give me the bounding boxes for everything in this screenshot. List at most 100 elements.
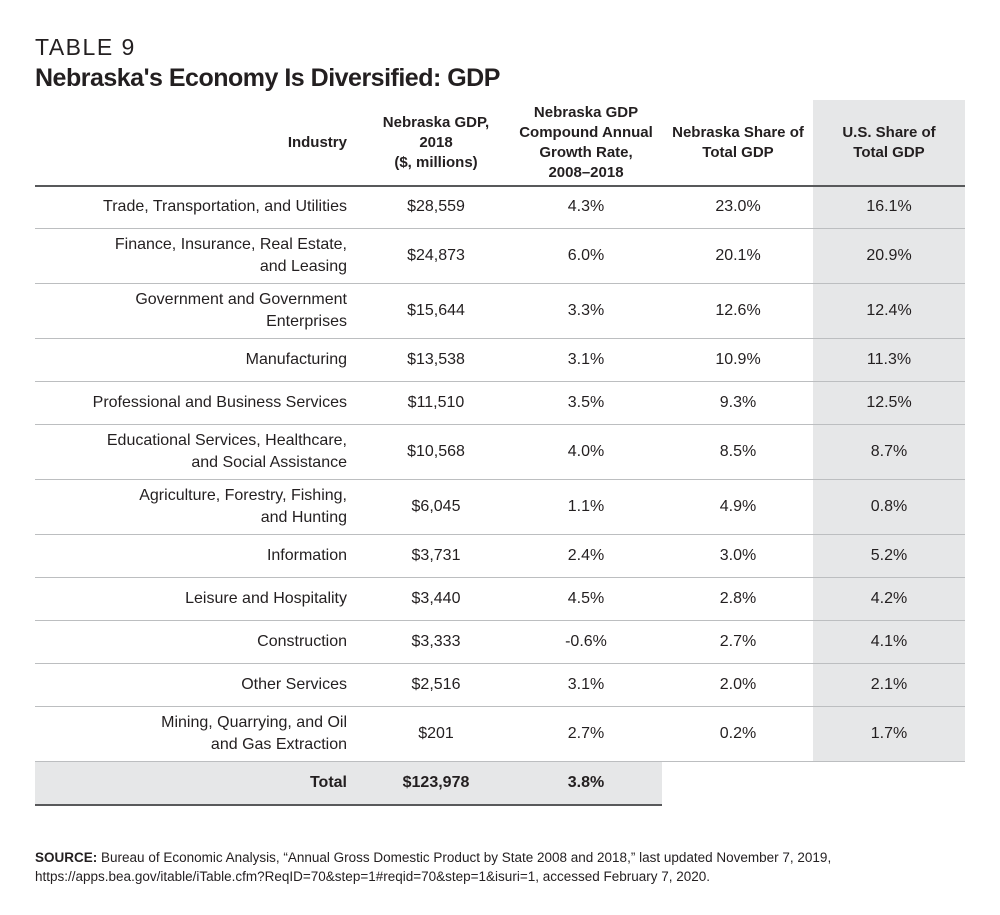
table-cell: 4.3% — [567, 197, 605, 215]
industry-name: Professional and Business Services — [92, 393, 347, 411]
table-cell: 8.7% — [870, 442, 908, 460]
row-rule — [35, 424, 965, 425]
column-header: U.S. Share of — [842, 123, 936, 141]
industry-name: and Gas Extraction — [210, 735, 347, 753]
column-header: ($, millions) — [394, 153, 478, 171]
industry-name: and Hunting — [260, 508, 347, 526]
table-cell: 3.3% — [567, 301, 605, 319]
row-rule — [35, 577, 965, 578]
column-header: Industry — [287, 133, 347, 151]
table-cell: $28,559 — [407, 197, 465, 215]
industry-name: Construction — [257, 632, 347, 650]
row-rule — [35, 381, 965, 382]
row-rule — [35, 479, 965, 480]
table-cell: 0.8% — [870, 497, 908, 515]
row-rule — [35, 761, 965, 762]
row-rule — [35, 706, 965, 707]
table-cell: 11.3% — [866, 350, 912, 368]
highlight-column — [813, 100, 965, 762]
total-cell: 3.8% — [567, 773, 605, 791]
table-cell: 5.2% — [870, 546, 908, 564]
industry-name: Agriculture, Forestry, Fishing, — [139, 486, 347, 504]
industry-name: Enterprises — [266, 312, 347, 330]
industry-name: Mining, Quarrying, and Oil — [161, 713, 347, 731]
table-cell: $3,333 — [411, 632, 461, 650]
column-header: 2008–2018 — [548, 163, 624, 181]
header-rule — [35, 185, 965, 187]
industry-name: and Social Assistance — [191, 453, 347, 471]
industry-name: Leisure and Hospitality — [185, 589, 347, 607]
table-cell: 20.9% — [866, 246, 912, 264]
table-cell: 4.9% — [719, 497, 757, 515]
industry-name: Finance, Insurance, Real Estate, — [114, 235, 347, 253]
industry-name: Information — [266, 546, 347, 564]
table-cell: 3.0% — [719, 546, 757, 564]
table-cell: $6,045 — [411, 497, 461, 515]
table-cell: 20.1% — [715, 246, 761, 264]
table-cell: $24,873 — [407, 246, 465, 264]
table-cell: 2.7% — [719, 632, 757, 650]
source-line: SOURCE: Bureau of Economic Analysis, “An… — [35, 848, 831, 867]
table-title: Nebraska's Economy Is Diversified: GDP — [35, 64, 500, 92]
table-cell: 12.6% — [715, 301, 761, 319]
table-cell: 10.9% — [715, 350, 761, 368]
table-cell: 3.1% — [567, 350, 605, 368]
source-text: Bureau of Economic Analysis, “Annual Gro… — [101, 850, 832, 865]
source-line: https://apps.bea.gov/itable/iTable.cfm?R… — [35, 869, 711, 884]
column-header: Nebraska Share of — [672, 123, 804, 141]
row-rule — [35, 228, 965, 229]
industry-name: Educational Services, Healthcare, — [106, 431, 347, 449]
table-cell: 9.3% — [719, 393, 757, 411]
table-cell: 3.5% — [567, 393, 605, 411]
total-rule — [35, 804, 662, 806]
table-cell: 12.5% — [866, 393, 912, 411]
source-note: SOURCE: Bureau of Economic Analysis, “An… — [35, 848, 831, 886]
industry-name: Trade, Transportation, and Utilities — [103, 197, 347, 215]
table-cell: 23.0% — [715, 197, 761, 215]
row-rule — [35, 534, 965, 535]
table-cell: $201 — [418, 724, 454, 742]
table-label: TABLE 9 — [35, 34, 136, 60]
total-cell: $123,978 — [402, 773, 470, 791]
column-header: Growth Rate, — [539, 143, 633, 161]
total-row-bg — [35, 762, 662, 805]
table-cell: 6.0% — [567, 246, 605, 264]
industry-name: Other Services — [241, 675, 347, 693]
row-rule — [35, 620, 965, 621]
table-cell: 2.7% — [567, 724, 605, 742]
table-cell: 16.1% — [866, 197, 912, 215]
row-rule — [35, 283, 965, 284]
column-header: Total GDP — [853, 143, 925, 161]
table-cell: $3,731 — [411, 546, 461, 564]
column-header: Nebraska GDP, — [382, 113, 490, 131]
table-cell: 4.1% — [870, 632, 908, 650]
industry-name: Government and Government — [135, 290, 347, 308]
table-cell: 0.2% — [719, 724, 757, 742]
column-header: Total GDP — [702, 143, 774, 161]
table-cell: 2.4% — [567, 546, 605, 564]
table-cell: $15,644 — [407, 301, 465, 319]
column-header: 2018 — [419, 133, 453, 151]
table-cell: 2.0% — [719, 675, 757, 693]
column-header: Nebraska GDP — [533, 103, 639, 121]
table-cell: $3,440 — [411, 589, 461, 607]
table-cell: 1.1% — [567, 497, 605, 515]
table-cell: $2,516 — [411, 675, 461, 693]
table-cell: 4.0% — [567, 442, 605, 460]
table-cell: 8.5% — [719, 442, 757, 460]
table-cell: 2.1% — [870, 675, 908, 693]
table-cell: 4.2% — [870, 589, 908, 607]
table-cell: $10,568 — [407, 442, 465, 460]
row-rule — [35, 338, 965, 339]
table-cell: $13,538 — [407, 350, 465, 368]
column-header: Compound Annual — [519, 123, 653, 141]
industry-name: Manufacturing — [245, 350, 347, 368]
table-cell: 12.4% — [866, 301, 912, 319]
table-cell: $11,510 — [407, 393, 465, 411]
total-cell: Total — [309, 773, 347, 791]
industry-name: and Leasing — [259, 257, 347, 275]
table-cell: 1.7% — [870, 724, 908, 742]
table-cell: -0.6% — [565, 632, 607, 650]
row-rule — [35, 663, 965, 664]
